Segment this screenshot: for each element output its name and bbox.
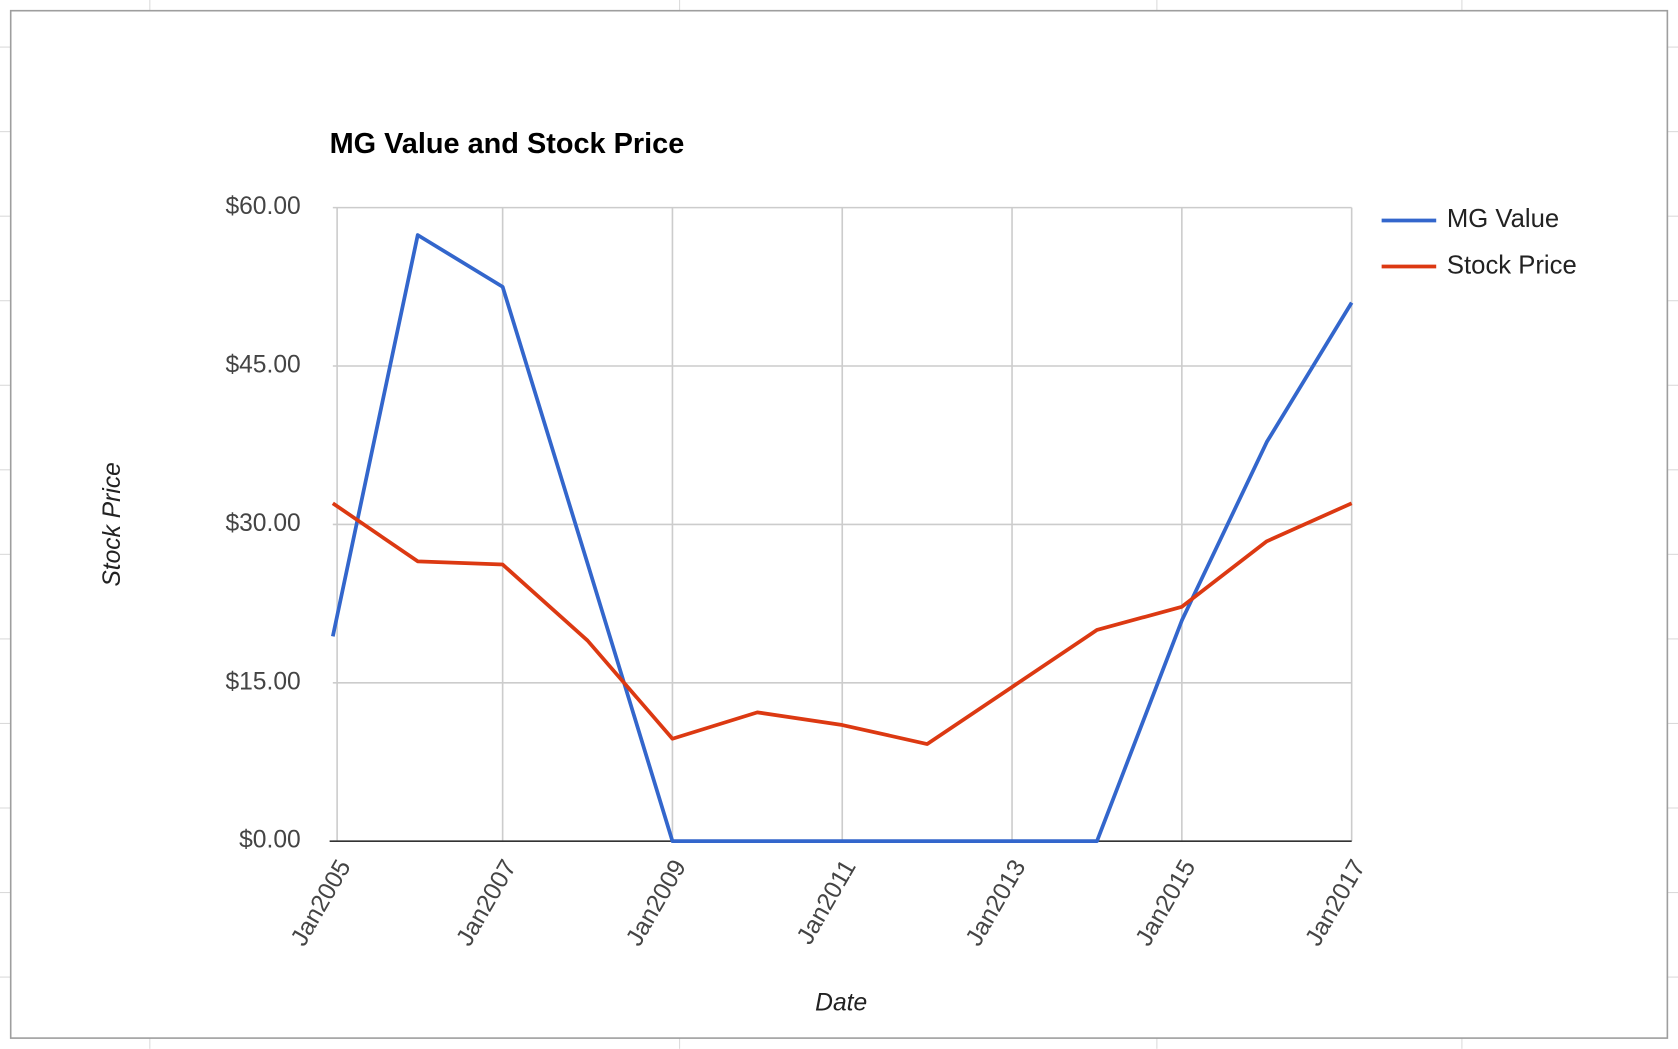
y-tick-label: $0.00 bbox=[239, 827, 301, 854]
legend-label: MG Value bbox=[1447, 205, 1559, 233]
y-tick-label: $30.00 bbox=[225, 510, 300, 537]
series-line bbox=[330, 233, 1354, 844]
x-axis-title: Date bbox=[815, 989, 867, 1016]
series-line bbox=[331, 501, 1353, 746]
y-tick-label: $45.00 bbox=[225, 352, 300, 379]
y-axis-title: Stock Price bbox=[99, 462, 126, 586]
legend-label: Stock Price bbox=[1447, 251, 1577, 279]
y-tick-label: $15.00 bbox=[225, 668, 300, 695]
chart-title: MG Value and Stock Price bbox=[330, 128, 685, 160]
y-tick-label: $60.00 bbox=[225, 193, 300, 220]
